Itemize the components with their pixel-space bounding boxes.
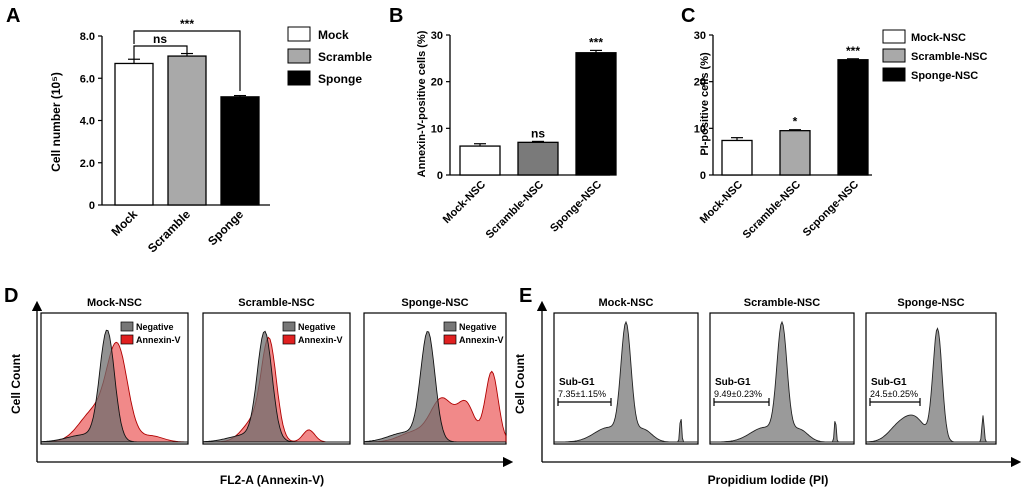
histogram-title: Mock-NSC (598, 297, 653, 309)
panel-c-legend-scramble: Scramble-NSC (911, 51, 987, 63)
y-tick-label: 30 (431, 30, 443, 42)
panel-c-legend: Mock-NSC Scramble-NSC Sponge-NSC (882, 29, 987, 82)
legend-negative: Negative (298, 322, 336, 332)
panel-e-ylabel: Cell Count (513, 354, 527, 414)
y-tick-label: 20 (694, 77, 706, 89)
legend-swatch-annexin-v (120, 334, 134, 345)
bar-mock-nsc (459, 145, 501, 176)
legend-annexin-v: Annexin-V (298, 335, 343, 345)
panel-c-ylabel: PI-positive cells (%) (699, 52, 711, 156)
y-tick-label: 10 (694, 123, 706, 135)
panel-a-legend-mock: Mock (318, 28, 349, 42)
panel-b-chart: Annexin-V-positive cells (%) 0 10 20 30 ns *… (416, 30, 617, 242)
y-tick-label: 10 (431, 123, 443, 135)
panel-a-sig-stars: *** (180, 17, 194, 31)
panel-a-legend-sponge: Sponge (318, 72, 362, 86)
significance-label: *** (589, 35, 603, 49)
legend-negative: Negative (459, 322, 497, 332)
x-category-label: Sponge (205, 207, 246, 248)
bar-scramble (167, 55, 207, 206)
sub-g1-value: 24.5±0.25% (870, 389, 918, 399)
panel-e-chart: Cell Count Propidium Iodide (PI) Mock-NS… (513, 297, 1022, 487)
panel-d-xlabel: FL2-A (Annexin-V) (220, 473, 324, 487)
panel-a-legend-scramble: Scramble (318, 50, 372, 64)
bar-scramble-nsc (779, 130, 811, 176)
x-category-label: Sponge-NSC (548, 179, 604, 235)
sub-g1-label: Sub-G1 (871, 377, 907, 388)
panel-c-legend-mock: Mock-NSC (911, 32, 966, 44)
panel-d-ylabel: Cell Count (9, 354, 23, 414)
histogram-title: Mock-NSC (87, 297, 142, 309)
legend-negative: Negative (136, 322, 174, 332)
panel-letter-d: D (4, 285, 18, 307)
pi-histogram (865, 327, 996, 443)
legend-swatch-annexin-v (443, 334, 457, 345)
y-tick-label: 30 (694, 30, 706, 42)
y-tick-label: 20 (431, 77, 443, 89)
legend-annexin-v: Annexin-V (459, 335, 504, 345)
y-tick-label: 2.0 (80, 158, 95, 170)
panel-a-chart: Cell number (10⁵) 02.04.06.08.0 Mock Scra… (49, 17, 372, 255)
x-category-label: Scramble-NSC (484, 179, 547, 242)
sub-g1-value: 9.49±0.23% (714, 389, 762, 399)
pi-histogram (710, 320, 854, 443)
negative-histogram (363, 330, 506, 443)
panel-a-ylabel: Cell number (10⁵) (49, 72, 63, 172)
significance-label: *** (846, 44, 860, 58)
legend-annexin-v: Annexin-V (136, 335, 181, 345)
significance-label: ns (531, 126, 545, 140)
panel-letter-e: E (519, 285, 532, 307)
legend-swatch-negative (120, 321, 134, 332)
panel-b-ylabel: Annexin-V-positive cells (%) (416, 30, 428, 177)
x-category-label: Scramble-NSC (741, 179, 804, 242)
bar-mock (114, 62, 154, 206)
sub-g1-label: Sub-G1 (715, 377, 751, 388)
y-tick-label: 0 (437, 170, 443, 182)
histogram-title: Sponge-NSC (401, 297, 468, 309)
bar-scramble-nsc (517, 141, 559, 176)
panel-c-legend-sponge: Sponge-NSC (911, 70, 978, 82)
panel-e-xlabel: Propidium Iodide (PI) (708, 473, 829, 487)
legend-swatch-annexin-v (282, 334, 296, 345)
negative-histogram (40, 329, 188, 443)
histogram-title: Sponge-NSC (897, 297, 964, 309)
x-category-label: Mock-NSC (441, 179, 488, 226)
significance-label: * (793, 115, 798, 129)
x-category-label: Scponge-NSC (801, 179, 861, 239)
x-category-label: Mock (109, 207, 141, 239)
y-tick-label: 0 (700, 170, 706, 182)
y-tick-label: 4.0 (80, 116, 95, 128)
negative-histogram (202, 330, 350, 443)
bar-sponge (220, 96, 260, 206)
sub-g1-label: Sub-G1 (559, 377, 595, 388)
histogram-title: Scramble-NSC (238, 297, 314, 309)
histogram-title: Scramble-NSC (744, 297, 820, 309)
panel-letter-b: B (389, 5, 403, 27)
legend-swatch-negative (282, 321, 296, 332)
x-category-label: Scramble (145, 207, 193, 255)
sub-g1-value: 7.35±1.15% (558, 389, 606, 399)
panel-letter-a: A (6, 5, 20, 27)
bar-scponge-nsc (837, 59, 869, 176)
bar-sponge-nsc (575, 52, 617, 176)
bar-mock-nsc (721, 139, 753, 176)
legend-swatch-negative (443, 321, 457, 332)
panel-a-sig-ns: ns (153, 32, 167, 46)
pi-histogram (554, 320, 698, 443)
y-tick-label: 0 (89, 200, 95, 212)
panel-letter-c: C (681, 5, 695, 27)
panel-a-legend: Mock Scramble Sponge (287, 26, 372, 86)
y-tick-label: 8.0 (80, 31, 95, 43)
x-category-label: Mock-NSC (698, 179, 745, 226)
y-tick-label: 6.0 (80, 73, 95, 85)
panel-d-chart: Cell Count FL2-A (Annexin-V) Mock-NSC Neg… (9, 297, 514, 487)
